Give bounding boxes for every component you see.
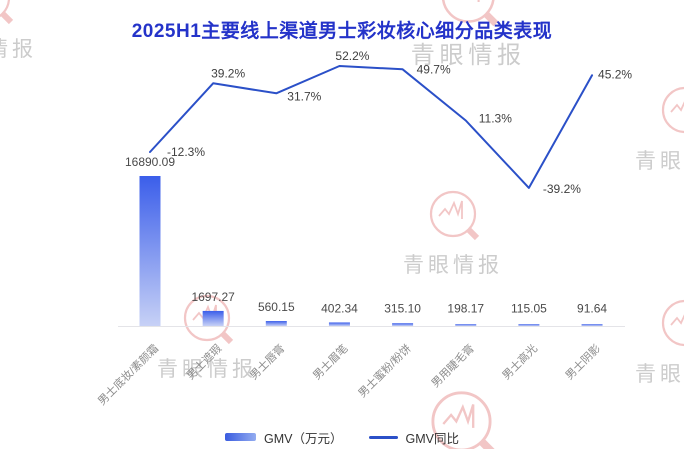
chart-legend: GMV（万元） GMV同比 — [0, 427, 684, 447]
x-tick-label: 男士眉笔 — [310, 341, 351, 382]
bar-value-label: 198.17 — [447, 302, 484, 316]
gmv-bar — [202, 310, 224, 326]
bar-value-label: 91.64 — [577, 302, 607, 316]
pct-label: -12.3% — [167, 145, 205, 159]
pct-label: 52.2% — [335, 49, 369, 63]
gmv-bar — [328, 322, 350, 326]
gmv-bar — [455, 324, 477, 326]
bar-value-label: 560.15 — [258, 300, 295, 314]
x-tick-label: 男用睫毛膏 — [428, 341, 477, 390]
gmv-bar — [139, 176, 161, 326]
x-tick-label: 男士底妆/素颜霜 — [95, 341, 162, 408]
x-tick-label: 男士唇膏 — [246, 341, 287, 382]
legend-label-yoy: GMV同比 — [405, 431, 459, 446]
pct-label: -39.2% — [543, 182, 581, 196]
pct-label: 11.3% — [479, 112, 512, 126]
bar-value-label: 115.05 — [511, 302, 547, 316]
yoy-line — [149, 65, 594, 189]
pct-label: 45.2% — [598, 68, 632, 82]
gmv-bar — [265, 321, 287, 326]
bar-value-label: 1697.27 — [191, 290, 235, 304]
legend-label-gmv: GMV（万元） — [264, 431, 343, 446]
x-tick-label: 男士高光 — [499, 341, 540, 382]
pct-label: 39.2% — [211, 66, 245, 80]
bar-value-label: 315.10 — [384, 302, 421, 316]
chart-title: 2025H1主要线上渠道男士彩妆核心细分品类表现 — [131, 21, 553, 42]
legend-item-yoy: GMV同比 — [368, 428, 459, 447]
gmv-bar — [581, 324, 603, 326]
gmv-bar — [392, 323, 414, 326]
gmv-bar — [518, 324, 540, 326]
bar-value-label: 402.34 — [321, 301, 358, 315]
x-tick-label: 男士阴影 — [563, 342, 603, 382]
x-tick-label: 男士蜜粉/粉饼 — [355, 341, 414, 400]
x-tick-label: 男士遮瑕 — [183, 341, 224, 382]
legend-item-gmv: GMV（万元） — [225, 428, 343, 447]
legend-line-swatch-icon — [368, 435, 398, 439]
bar-value-label: 16890.09 — [125, 155, 175, 169]
legend-bar-swatch-icon — [225, 433, 257, 441]
pct-label: 31.7% — [287, 90, 321, 104]
pct-label: 49.7% — [417, 63, 451, 77]
